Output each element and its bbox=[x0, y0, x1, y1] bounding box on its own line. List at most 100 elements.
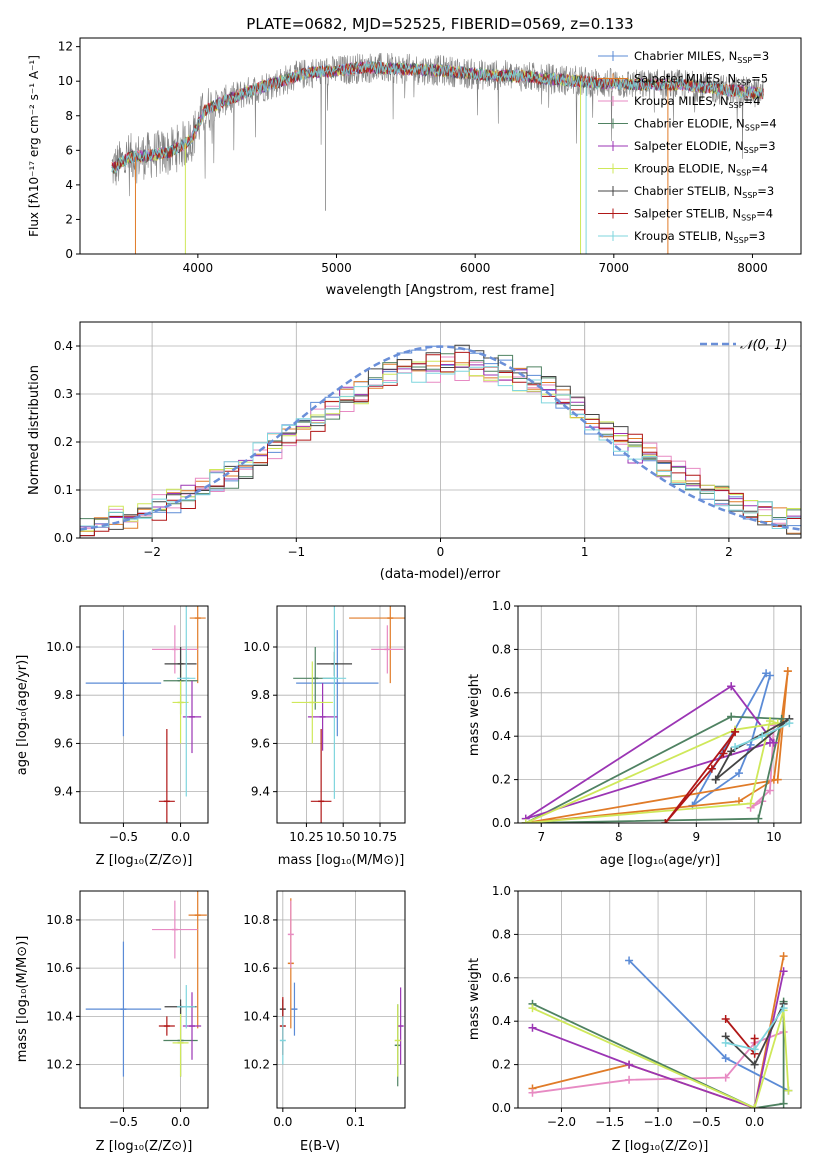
histogram-xtick-label: 0 bbox=[437, 545, 445, 559]
ytick-label: 10.0 bbox=[243, 640, 270, 654]
legend-label: Kroupa STELIB, NSSP=3 bbox=[634, 229, 765, 245]
mass-weight-point bbox=[707, 764, 716, 773]
mass-weight-point bbox=[785, 719, 794, 728]
mw-age-ylabel: mass weight bbox=[467, 674, 482, 756]
histogram-ytick-label: 0.4 bbox=[54, 339, 73, 353]
histogram-xtick-label: −2 bbox=[143, 545, 161, 559]
xtick-label: 0.0 bbox=[745, 1115, 764, 1129]
ytick-label: 0.8 bbox=[492, 642, 511, 656]
mass-weight-point bbox=[721, 1054, 730, 1063]
panel-axes-frame bbox=[276, 605, 406, 824]
xtick-label: 0.0 bbox=[171, 830, 190, 844]
histogram-plot bbox=[79, 344, 802, 538]
mass-weight-point bbox=[779, 1004, 788, 1013]
histogram-series-step bbox=[79, 356, 801, 538]
legend-label: Kroupa ELODIE, NSSP=4 bbox=[634, 162, 768, 178]
spectrum-ytick-label: 2 bbox=[65, 212, 73, 226]
mass-weight-point bbox=[765, 671, 774, 680]
normal-curve-legend-label: 𝒩(0, 1) bbox=[740, 338, 787, 353]
ytick-label: 0.8 bbox=[492, 927, 511, 941]
panel-axes-frame bbox=[79, 890, 209, 1109]
mass-weight-line bbox=[532, 1001, 785, 1108]
mass-weight-line bbox=[525, 670, 789, 823]
histogram-ytick-label: 0.3 bbox=[54, 387, 73, 401]
panel-axes-frame bbox=[517, 605, 802, 824]
mass-weight-point bbox=[746, 799, 755, 808]
mw-age-xlabel: age [log₁₀(age/yr)] bbox=[600, 853, 721, 868]
xtick-label: 0.0 bbox=[273, 1115, 292, 1129]
spectrum-ylabel: Flux [fλ10⁻¹⁷ erg cm⁻² s⁻¹ A⁻¹] bbox=[27, 55, 41, 237]
ytick-label: 0.2 bbox=[492, 773, 511, 787]
legend-label: Chabrier MILES, NSSP=3 bbox=[634, 49, 769, 65]
ytick-label: 10.6 bbox=[46, 961, 73, 975]
ytick-label: 9.8 bbox=[251, 688, 270, 702]
mass-vs-ebv-panel: 0.0 0.1 10.2 10.4 10.6 10.8 bbox=[243, 890, 406, 1129]
mass-weight-point bbox=[727, 712, 736, 721]
histogram-xtick-label: 1 bbox=[581, 545, 589, 559]
mass-weight-point bbox=[528, 1088, 537, 1097]
mass-weight-point bbox=[727, 682, 736, 691]
xtick-label: 10.25 bbox=[289, 830, 323, 844]
mw-z-xlabel: Z [log₁₀(Z/Z⊙)] bbox=[612, 1139, 709, 1154]
histogram-series-step bbox=[79, 366, 801, 538]
panel-axes-frame bbox=[79, 605, 209, 824]
ytick-label: 10.2 bbox=[46, 1058, 73, 1072]
ytick-label: 9.4 bbox=[251, 785, 270, 799]
mass-weight-point bbox=[758, 732, 767, 741]
age-mass-xlabel: mass [log₁₀(M/M⊙)] bbox=[278, 853, 405, 868]
mass-weight-point bbox=[625, 1060, 634, 1069]
spectrum-xtick-label: 4000 bbox=[183, 261, 214, 275]
mass-weight-point bbox=[721, 1073, 730, 1082]
mass-weight-point bbox=[765, 786, 774, 795]
spectrum-axes-frame bbox=[79, 37, 802, 255]
legend-label: Salpeter ELODIE, NSSP=3 bbox=[634, 139, 776, 155]
histogram-panel: −2 −1 0 1 2 0.0 0.1 0.2 0.3 0.4 𝒩(0, 1) (data-mod… bbox=[27, 321, 802, 582]
xtick-label: 9 bbox=[693, 830, 701, 844]
mass-weight-point bbox=[769, 738, 778, 747]
legend-label: Chabrier STELIB, NSSP=3 bbox=[634, 184, 774, 200]
ytick-label: 0.2 bbox=[492, 1058, 511, 1072]
spectrum-legend: Chabrier MILES, NSSP=3 Salpeter MILES, NS… bbox=[598, 49, 777, 245]
ytick-label: 0.4 bbox=[492, 729, 511, 743]
legend-label: Salpeter MILES, NSSP=5 bbox=[634, 72, 768, 88]
spectrum-panel: 4000 5000 6000 7000 8000 0 2 4 6 8 10 12 Chabrier M… bbox=[27, 37, 802, 298]
mass-weight-point bbox=[784, 1086, 793, 1095]
mass-weight-point bbox=[731, 727, 740, 736]
ytick-label: 10.4 bbox=[243, 1009, 270, 1023]
age-vs-mass-panel: 10.25 10.50 10.75 9.4 9.6 9.8 10.0 bbox=[243, 605, 406, 844]
histogram-ylabel: Normed distribution bbox=[27, 365, 42, 495]
mass-weight-point bbox=[734, 769, 743, 778]
ytick-label: 10.6 bbox=[243, 961, 270, 975]
mass-weight-point bbox=[773, 775, 782, 784]
spectrum-xtick-label: 5000 bbox=[321, 261, 352, 275]
xtick-label: 8 bbox=[615, 830, 623, 844]
normal-curve-line bbox=[79, 345, 802, 531]
histogram-xlabel: (data-model)/error bbox=[380, 567, 501, 582]
ytick-label: 10.2 bbox=[243, 1058, 270, 1072]
mass-weight-point bbox=[721, 1038, 730, 1047]
data-spectrum-line bbox=[111, 52, 764, 197]
histogram-xtick-label: −1 bbox=[287, 545, 305, 559]
ytick-label: 0.0 bbox=[492, 1101, 511, 1115]
legend-label: Salpeter STELIB, NSSP=4 bbox=[634, 207, 773, 223]
mass-weight-point bbox=[750, 1104, 759, 1108]
mass-weight-point bbox=[750, 1034, 759, 1043]
xtick-label: −1.0 bbox=[643, 1115, 672, 1129]
model-spectrum-line bbox=[111, 60, 764, 174]
histogram-legend: 𝒩(0, 1) bbox=[700, 338, 787, 353]
mass-weight-point bbox=[625, 1075, 634, 1084]
ytick-label: 9.6 bbox=[251, 736, 270, 750]
xtick-label: 10 bbox=[766, 830, 781, 844]
mass-weight-point bbox=[625, 956, 634, 965]
ytick-label: 0.6 bbox=[492, 971, 511, 985]
figure-title: PLATE=0682, MJD=52525, FIBERID=0569, z=0… bbox=[246, 15, 633, 33]
ytick-label: 0.0 bbox=[492, 816, 511, 830]
age-z-xlabel: Z [log₁₀(Z/Z⊙)] bbox=[96, 853, 193, 868]
panel-marks bbox=[85, 606, 206, 823]
spectrum-ytick-label: 10 bbox=[58, 74, 73, 88]
mass-weight-line bbox=[532, 1007, 790, 1108]
spectrum-xtick-label: 7000 bbox=[599, 261, 630, 275]
xtick-label: −0.5 bbox=[692, 1115, 721, 1129]
histogram-ytick-label: 0.2 bbox=[54, 435, 73, 449]
